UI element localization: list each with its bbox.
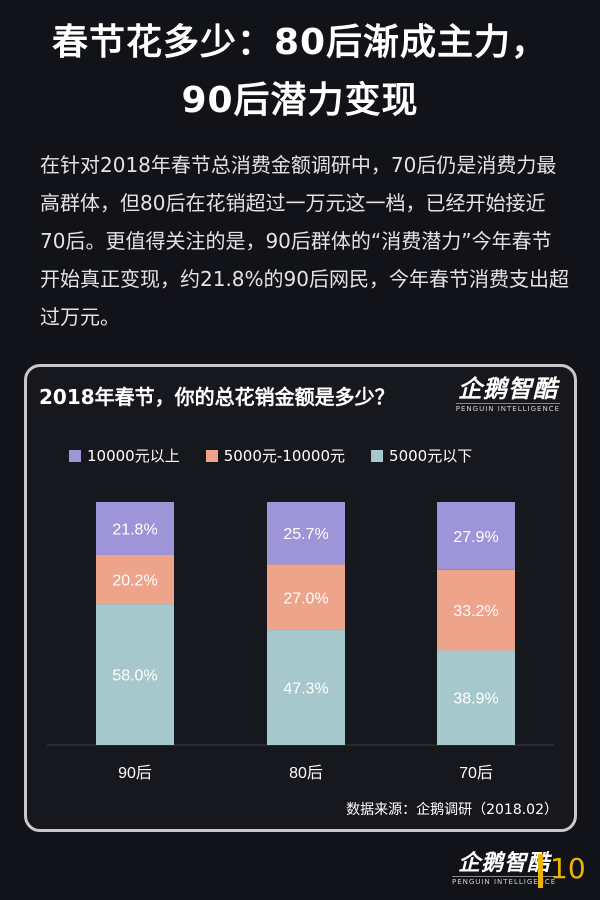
legend-label: 5000元以下 (389, 447, 473, 465)
brand-name: 企鹅智酷 (457, 375, 558, 403)
bar-segment (267, 630, 345, 745)
x-tick-label: 90后 (118, 764, 152, 782)
footer-brand-name: 企鹅智酷 (458, 851, 551, 876)
bar-segment (267, 564, 345, 631)
legend-item: 10000元以上 (69, 445, 180, 466)
bar-value-label: 33.2% (453, 603, 498, 620)
chart-card: 2018年春节，你的总花销金额是多少？ 企鹅智酷 PENGUIN INTELLI… (24, 364, 577, 832)
stacked-bar-chart: 58.0% 20.2% 21.8% 90后 47.3% 27.0% 25.7% 80后 38.9… (47, 502, 554, 782)
bar-segment (96, 554, 174, 605)
bar-value-label: 21.8% (112, 521, 157, 538)
footer-brand-subtitle: PENGUIN INTELLIGENCE (452, 876, 557, 886)
legend-swatch (205, 449, 218, 462)
brand-logo: 企鹅智酷 PENGUIN INTELLIGENCE (455, 375, 560, 413)
x-tick-label: 70后 (459, 764, 493, 782)
legend-label: 10000元以上 (87, 447, 180, 465)
bar-segment (437, 502, 515, 570)
page-headline: 春节花多少：80后渐成主力， 90后潜力变现 (0, 14, 600, 130)
x-tick-label: 80后 (289, 764, 323, 782)
bar-segment (267, 502, 345, 565)
bar-segment (96, 502, 174, 555)
headline-line-1: 春节花多少：80后渐成主力， (51, 22, 549, 63)
bar-value-label: 25.7% (283, 526, 328, 543)
legend-item: 5000元以下 (371, 445, 472, 466)
bar-value-label: 27.0% (283, 590, 328, 607)
intro-paragraph: 在针对2018年春节总消费金额调研中，70后仍是消费力最高群体，但80后在花销超… (40, 153, 569, 329)
legend-swatch (69, 449, 81, 462)
footer-brand-logo: 企鹅智酷 PENGUIN INTELLIGENCE (452, 851, 557, 886)
legend-swatch (371, 449, 384, 462)
bar-segment (437, 569, 515, 651)
bar-segment (96, 604, 174, 745)
chart-title: 2018年春节，你的总花销金额是多少？ (39, 385, 395, 409)
bar-value-label: 58.0% (112, 668, 157, 685)
legend-item: 5000元-10000元 (205, 445, 346, 466)
chart-legend: 10000元以上 5000元-10000元 5000元以下 (69, 445, 472, 466)
footer-divider (538, 854, 543, 888)
legend-label: 5000元-10000元 (223, 447, 346, 465)
bar-value-label: 27.9% (453, 529, 498, 546)
page-number: 10 (550, 852, 586, 885)
bar-value-label: 38.9% (453, 691, 498, 708)
bar-value-label: 47.3% (283, 681, 328, 698)
bar-segment (437, 650, 515, 745)
data-source: 数据来源：企鹅调研（2018.02） (346, 802, 558, 818)
brand-subtitle: PENGUIN INTELLIGENCE (455, 403, 560, 413)
headline-line-2: 90后潜力变现 (181, 80, 419, 121)
bar-value-label: 20.2% (112, 573, 157, 590)
